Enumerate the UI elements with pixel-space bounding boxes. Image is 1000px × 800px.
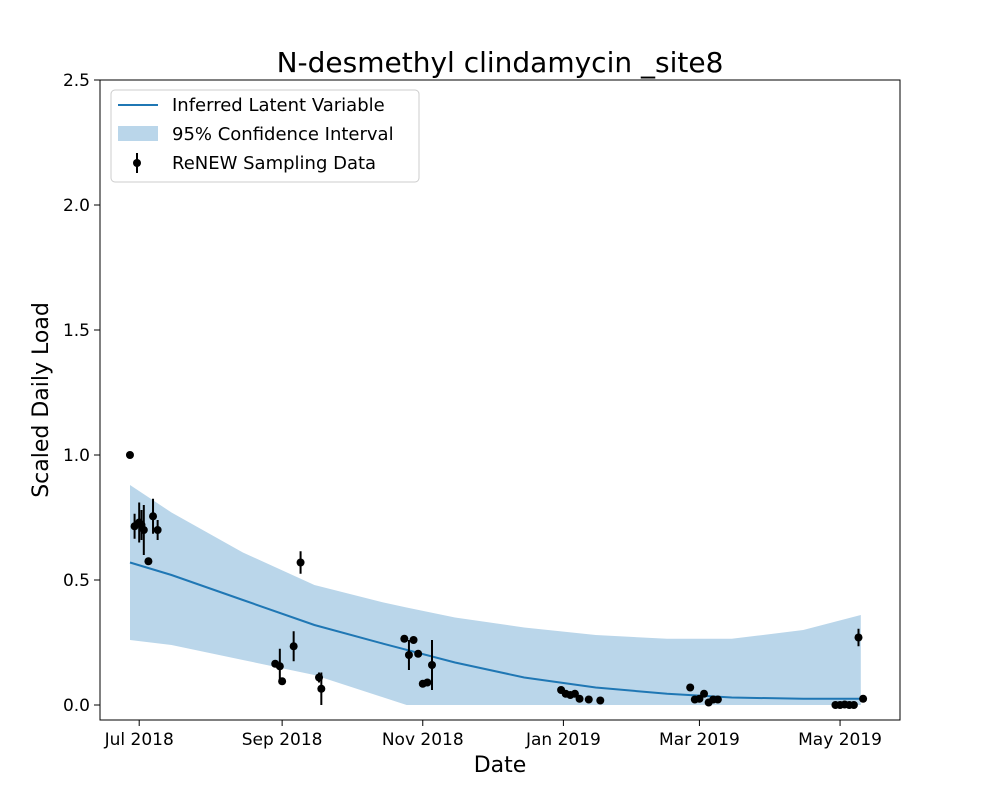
data-point	[414, 649, 423, 658]
data-point	[849, 701, 858, 709]
axes: 0.0 0.5 1.0 1.5 2.0 2.5 Jul 2018 Sep 2018 Nov 20…	[63, 71, 882, 750]
data-point	[278, 677, 287, 686]
data-point	[854, 633, 863, 642]
y-tick-label: 0.0	[63, 696, 90, 716]
data-point	[125, 451, 134, 459]
legend-band-swatch	[118, 126, 158, 141]
data-point	[275, 662, 284, 671]
legend-label-band: 95% Confidence Interval	[172, 124, 394, 145]
data-point	[423, 678, 432, 687]
y-tick-label: 1.0	[63, 446, 90, 466]
x-tick-label: Sep 2018	[242, 730, 323, 750]
data-point	[144, 557, 153, 566]
latent-variable-line	[129, 561, 861, 700]
y-tick-label: 0.5	[63, 571, 90, 591]
data-point	[859, 694, 868, 703]
y-tick-label: 1.5	[63, 321, 90, 341]
x-tick-label: Nov 2018	[382, 730, 464, 750]
data-point	[153, 526, 162, 534]
data-point	[317, 684, 326, 693]
data-point	[400, 634, 409, 643]
data-point	[575, 694, 584, 703]
data-point	[296, 558, 305, 567]
x-tick-label: Jul 2018	[104, 730, 174, 750]
chart-title: N-desmethyl clindamycin _site8	[277, 46, 724, 79]
data-point	[404, 651, 413, 659]
legend-point-swatch	[133, 159, 141, 167]
data-point	[700, 689, 709, 698]
x-axis-label: Date	[474, 753, 527, 778]
confidence-band	[130, 485, 861, 705]
data-point	[427, 661, 436, 669]
data-point	[686, 683, 695, 692]
data-point	[584, 695, 593, 704]
data-point	[139, 526, 148, 534]
legend-box	[110, 89, 420, 183]
data-point	[713, 695, 722, 704]
x-tick-label: May 2019	[798, 730, 882, 750]
data-point	[596, 696, 605, 705]
y-axis-label: Scaled Daily Load	[29, 302, 54, 498]
legend-label-points: ReNEW Sampling Data	[172, 153, 376, 174]
data-point	[409, 636, 418, 644]
plot-frame	[99, 79, 901, 721]
data-point	[149, 512, 158, 521]
y-tick-label: 2.5	[63, 71, 90, 91]
legend: Inferred Latent Variable 95% Confidence …	[110, 89, 420, 183]
x-tick-label: Mar 2019	[659, 730, 740, 750]
legend-label-line: Inferred Latent Variable	[172, 95, 385, 116]
plot-area	[125, 451, 868, 709]
y-tick-label: 2.0	[63, 196, 90, 216]
data-point	[289, 642, 298, 651]
x-tick-label: Jan 2019	[525, 730, 601, 750]
